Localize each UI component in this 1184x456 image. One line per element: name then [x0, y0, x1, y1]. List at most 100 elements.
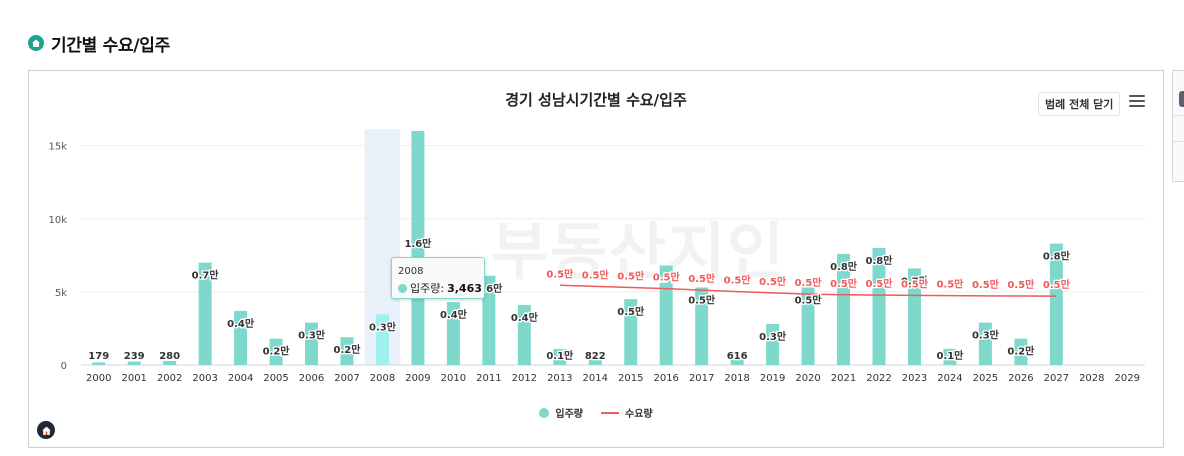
y-tick-label: 10k [48, 215, 67, 226]
legend-item-supply[interactable]: 입주량 [539, 405, 583, 420]
tooltip-value: 3,463 [447, 281, 482, 295]
bar [837, 253, 851, 365]
x-tick-label: 2023 [902, 373, 927, 384]
legend-toggle-button[interactable]: 범례 전체 닫기 [1038, 92, 1121, 116]
bar [978, 322, 992, 365]
bar [553, 348, 567, 365]
data-label: 0.1만 [936, 349, 964, 362]
bar [375, 314, 389, 365]
data-label: 0.3만 [298, 329, 326, 342]
data-label: 0.4만 [440, 308, 468, 321]
bar [163, 360, 177, 365]
site-logo-icon[interactable] [37, 421, 55, 439]
x-tick-label: 2029 [1115, 373, 1140, 384]
bar [340, 337, 354, 365]
demand-line [559, 284, 1057, 297]
data-label: 0.7만 [192, 269, 220, 282]
data-label: 0.5만 [617, 305, 645, 318]
x-tick-label: 2019 [760, 373, 785, 384]
bar [801, 287, 815, 365]
demand-label: 0.5만 [582, 268, 610, 281]
demand-label: 0.5만 [936, 278, 964, 291]
bar [730, 355, 744, 365]
divider [1173, 141, 1184, 142]
x-tick-label: 2015 [618, 373, 643, 384]
x-tick-label: 2021 [831, 373, 856, 384]
legend-supply-swatch [539, 407, 550, 418]
x-tick-label: 2009 [405, 373, 430, 384]
demand-label: 0.5만 [830, 277, 858, 290]
x-tick-label: 2000 [86, 373, 111, 384]
chart-title: 경기 성남시기간별 수요/입주 [505, 91, 687, 109]
demand-label: 0.5만 [617, 269, 645, 282]
data-label: 0.5만 [795, 293, 823, 306]
data-label: 0.5만 [688, 293, 716, 306]
demand-label: 0.5만 [1007, 278, 1035, 291]
bar [482, 275, 496, 365]
demand-label: 0.5만 [724, 274, 752, 287]
bar [1014, 338, 1028, 365]
section-title: 기간별 수요/입주 [28, 30, 170, 56]
demand-label: 0.5만 [1043, 278, 1071, 291]
x-tick-label: 2008 [370, 373, 395, 384]
x-tick-label: 2003 [192, 373, 217, 384]
bar [1049, 243, 1063, 365]
x-tick-label: 2027 [1044, 373, 1069, 384]
bar [198, 262, 212, 365]
tooltip-row: 입주량: 3,463 [398, 280, 482, 296]
legend: 입주량 수요량 [29, 405, 1163, 420]
legend-supply-label: 입주량 [555, 409, 583, 420]
data-label: 0.3만 [369, 320, 397, 333]
x-tick-label: 2017 [689, 373, 714, 384]
legend-item-demand[interactable]: 수요량 [601, 405, 653, 420]
watermark: 부동산지인 [491, 215, 787, 288]
demand-label: 0.5만 [795, 276, 823, 289]
bar [92, 362, 106, 365]
data-label: 0.8만 [1043, 250, 1071, 263]
data-label: 0.7만 [653, 272, 681, 285]
data-label: 179 [88, 351, 109, 362]
x-tick-label: 2028 [1079, 373, 1104, 384]
x-tick-label: 2020 [795, 373, 820, 384]
x-tick-label: 2002 [157, 373, 182, 384]
data-label: 0.4만 [511, 311, 539, 324]
data-label: 0.1만 [546, 349, 574, 362]
bar [766, 324, 780, 365]
x-tick-label: 2006 [299, 373, 324, 384]
bar [269, 338, 283, 365]
x-tick-label: 2013 [547, 373, 572, 384]
divider [1173, 115, 1184, 116]
x-tick-label: 2012 [512, 373, 537, 384]
bar [872, 248, 886, 365]
x-tick-label: 2004 [228, 373, 253, 384]
bar [695, 287, 709, 365]
data-label: 0.3만 [759, 330, 787, 343]
demand-label: 0.5만 [866, 277, 894, 290]
data-label: 0.8만 [830, 260, 858, 273]
home-icon [28, 35, 44, 51]
hamburger-menu-icon[interactable] [1129, 95, 1145, 108]
tooltip-year: 2008 [398, 266, 424, 277]
data-label: 1.6만 [404, 237, 432, 250]
x-tick-label: 2014 [583, 373, 608, 384]
tooltip: 2008 입주량: 3,463 [391, 257, 485, 299]
section-title-text: 기간별 수요/입주 [51, 35, 170, 56]
bar [517, 305, 531, 365]
x-tick-label: 2025 [973, 373, 998, 384]
demand-label: 0.5만 [759, 275, 787, 288]
bar [943, 348, 957, 365]
x-tick-label: 2018 [724, 373, 749, 384]
data-label: 616 [727, 351, 748, 362]
x-tick-label: 2024 [937, 373, 962, 384]
y-tick-label: 15k [48, 142, 67, 153]
demand-label: 0.5만 [653, 271, 681, 284]
bar [659, 265, 673, 365]
data-label: 0.7만 [901, 274, 929, 287]
bar [234, 310, 248, 365]
bar [127, 361, 141, 365]
x-tick-label: 2011 [476, 373, 501, 384]
data-label: 0.4만 [227, 317, 255, 330]
chart-container: 부동산지인 0 5k 10k 15k 179 239 280 0.7만 0.4만 0.2만 0.3만… [28, 70, 1164, 448]
x-tick-label: 2001 [121, 373, 146, 384]
side-panel-tab[interactable] [1172, 70, 1184, 182]
